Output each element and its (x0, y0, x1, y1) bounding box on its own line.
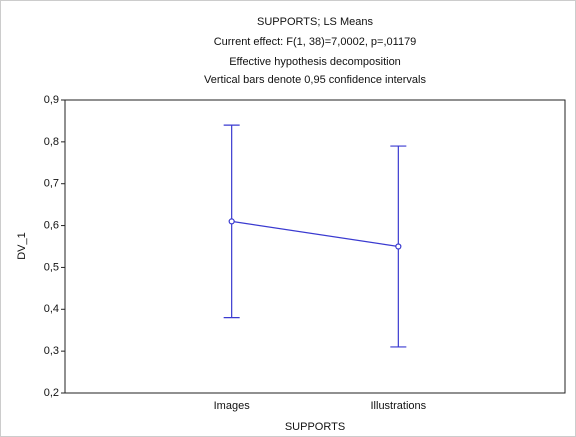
y-tick-label: 0,7 (44, 178, 59, 190)
chart-subtitle: Effective hypothesis decomposition (229, 56, 401, 68)
plot-area (64, 99, 566, 394)
y-tick-label: 0,4 (44, 303, 59, 315)
y-axis-label: DV_1 (16, 232, 28, 260)
x-tick-label: Illustrations (371, 400, 427, 412)
y-tick-label: 0,2 (44, 387, 59, 399)
y-tick-label: 0,6 (44, 219, 59, 231)
y-tick-label: 0,5 (44, 261, 59, 273)
chart-subtitle: Vertical bars denote 0,95 confidence int… (204, 74, 426, 86)
line (231, 220, 399, 248)
chart-title: SUPPORTS; LS Means (257, 16, 373, 28)
x-axis-label: SUPPORTS (285, 421, 345, 433)
y-tick-label: 0,3 (44, 345, 59, 357)
x-tick-label: Images (214, 400, 251, 412)
marker (228, 218, 235, 225)
chart-subtitle: Current effect: F(1, 38)=7,0002, p=,0117… (214, 36, 417, 48)
marker (395, 243, 402, 250)
y-tick-label: 0,9 (44, 94, 59, 106)
y-tick-label: 0,8 (44, 136, 59, 148)
